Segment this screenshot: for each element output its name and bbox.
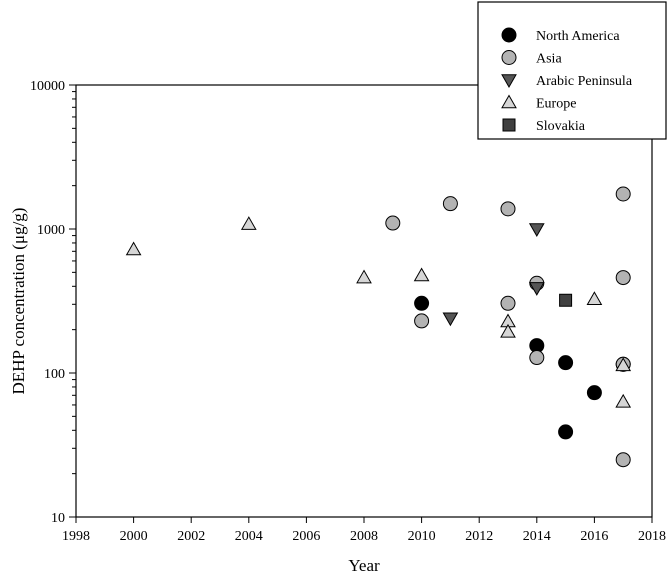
data-point-asia [385, 215, 401, 231]
data-point-asia [615, 186, 631, 202]
legend: North America Asia Arabic Peninsula Europe S… [477, 1, 667, 140]
data-point-asia [414, 313, 430, 329]
legend-label: Slovakia [536, 119, 586, 134]
data-points [125, 186, 632, 468]
data-point-europe [125, 241, 142, 256]
data-point-europe [356, 269, 372, 284]
legend-marker [501, 50, 517, 65]
x-tick-label: 2016 [580, 529, 608, 544]
legend-label: North America [536, 29, 620, 44]
y-tick-label: 1000 [37, 223, 65, 238]
x-tick-label: 2002 [177, 529, 205, 544]
data-point-asia [615, 452, 631, 468]
x-tick-label: 2010 [408, 529, 436, 544]
x-tick-label: 2014 [523, 529, 551, 544]
y-tick-label: 10000 [30, 79, 65, 94]
data-point-north-america [558, 424, 574, 440]
x-tick-label: 2018 [638, 529, 666, 544]
data-point-asia [615, 270, 631, 286]
legend-marker [501, 94, 517, 109]
data-point-asia [500, 295, 516, 311]
legend-label: Asia [536, 52, 562, 67]
data-point-slovakia [559, 293, 573, 307]
x-tick-label: 2012 [465, 529, 493, 544]
data-point-north-america [414, 295, 430, 311]
x-tick-label: 1998 [62, 529, 90, 544]
data-point-europe [240, 216, 257, 230]
x-tick-label: 2000 [120, 529, 148, 544]
data-point-europe [615, 393, 632, 408]
legend-box [477, 1, 667, 140]
data-point-asia [500, 201, 516, 217]
data-point-arabic-peninsula [442, 312, 459, 327]
data-point-asia [529, 350, 545, 366]
data-point-europe [413, 267, 430, 282]
x-tick-label: 2008 [350, 529, 378, 544]
legend-marker [501, 27, 517, 43]
data-point-arabic-peninsula [528, 223, 545, 238]
x-axis-title: Year [348, 556, 380, 575]
legend-label: Europe [536, 97, 576, 112]
legend-marker [501, 74, 517, 89]
axes-layer: 1998 2000 2002 2004 2006 2008 2010 2012 2014 2016… [30, 79, 666, 544]
data-point-north-america [586, 385, 602, 401]
y-tick-label: 100 [44, 367, 65, 382]
legend-marker [502, 118, 516, 132]
data-point-europe [500, 323, 516, 338]
y-axis-title: DEHP concentration (μg/g) [9, 208, 28, 395]
data-point-europe [586, 291, 603, 306]
x-tick-label: 2004 [235, 529, 263, 544]
y-tick-label: 10 [51, 511, 65, 526]
data-point-asia [442, 196, 458, 212]
x-tick-label: 2006 [292, 529, 320, 544]
legend-label: Arabic Peninsula [536, 74, 633, 89]
data-point-arabic-peninsula [528, 282, 545, 296]
data-point-north-america [558, 355, 574, 371]
data-point-europe [615, 357, 632, 372]
